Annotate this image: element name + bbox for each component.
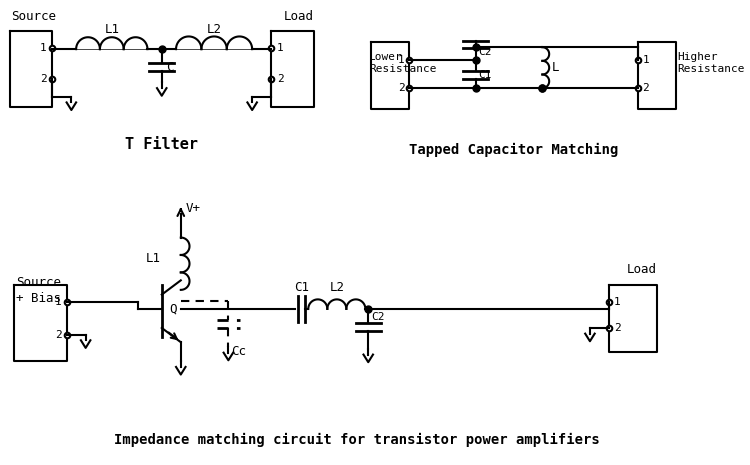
Text: L1: L1 — [146, 252, 160, 266]
Text: Lower
Resistance: Lower Resistance — [369, 52, 436, 73]
Text: Impedance matching circuit for transistor power amplifiers: Impedance matching circuit for transisto… — [114, 433, 600, 447]
Text: C2: C2 — [371, 312, 385, 322]
Text: 1: 1 — [398, 54, 404, 65]
Text: Q: Q — [170, 302, 177, 315]
Text: 2: 2 — [398, 83, 404, 93]
Text: 2: 2 — [277, 73, 284, 84]
Text: Cc: Cc — [231, 345, 246, 358]
Text: Source
+ Bias: Source + Bias — [16, 276, 62, 305]
Text: Higher
Resistance: Higher Resistance — [677, 52, 745, 73]
Text: 1: 1 — [40, 43, 46, 53]
Text: 1: 1 — [642, 54, 649, 65]
Text: L1: L1 — [104, 23, 119, 36]
Text: L: L — [552, 61, 560, 74]
Text: Load: Load — [626, 263, 656, 276]
Text: C1: C1 — [478, 70, 492, 80]
Text: 2: 2 — [40, 73, 46, 84]
Text: C2: C2 — [478, 47, 492, 57]
Text: 2: 2 — [55, 330, 62, 339]
Text: 1: 1 — [614, 297, 620, 307]
Text: Load: Load — [284, 10, 314, 23]
Text: L2: L2 — [329, 281, 344, 294]
Text: C1: C1 — [294, 281, 309, 294]
Text: 2: 2 — [614, 323, 620, 333]
Text: 1: 1 — [277, 43, 284, 53]
Text: V+: V+ — [185, 202, 200, 215]
Text: 2: 2 — [642, 83, 649, 93]
Text: T Filter: T Filter — [125, 137, 198, 152]
Text: L2: L2 — [206, 23, 221, 36]
Text: Source: Source — [11, 10, 56, 23]
Text: 1: 1 — [55, 297, 62, 307]
Text: Tapped Capacitor Matching: Tapped Capacitor Matching — [410, 142, 619, 157]
Text: C: C — [166, 61, 174, 74]
